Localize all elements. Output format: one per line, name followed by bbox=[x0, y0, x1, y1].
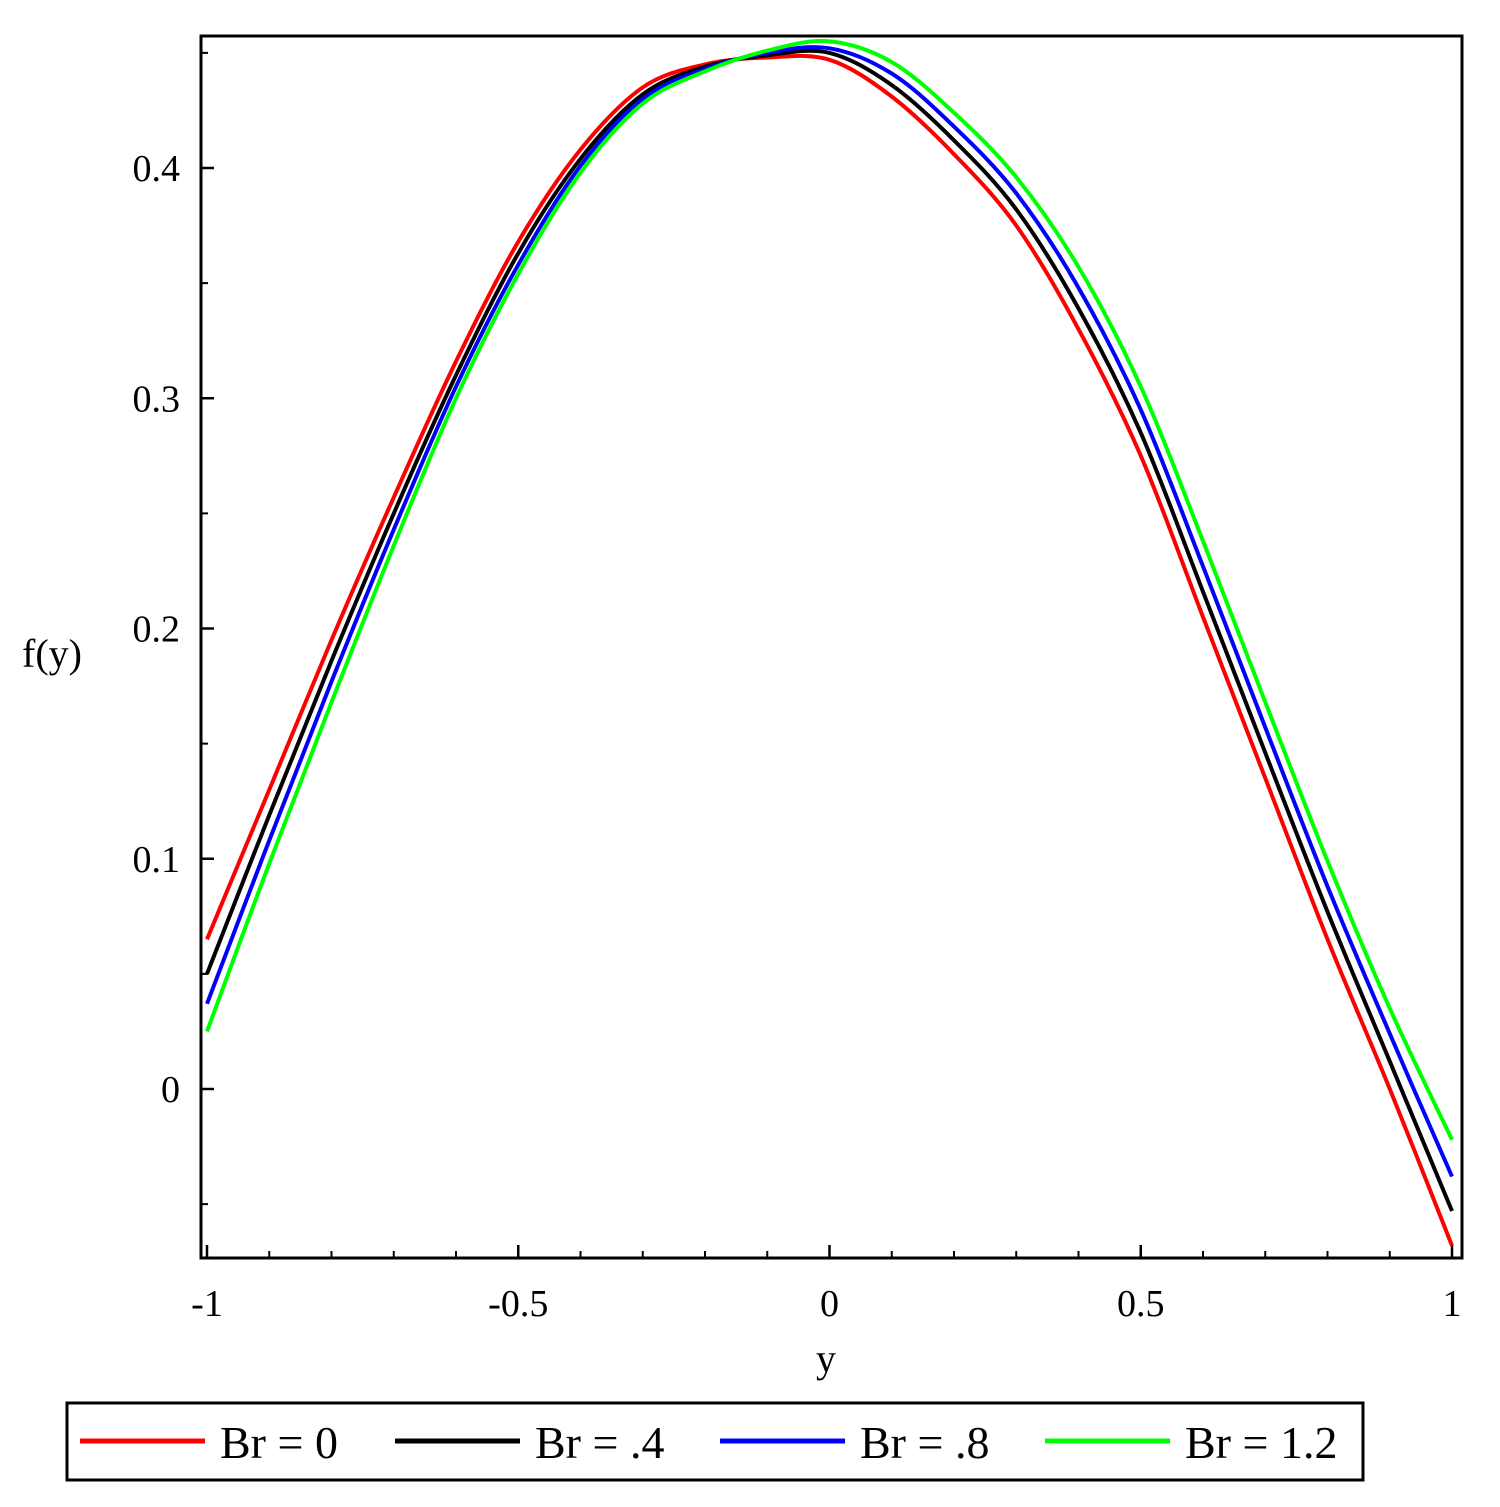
y-tick-label: 0.3 bbox=[133, 378, 181, 420]
legend-label-3: Br = 1.2 bbox=[1185, 1417, 1337, 1468]
x-tick-label: 0.5 bbox=[1117, 1283, 1165, 1325]
y-axis-ticks: 0 0.1 0.2 0.3 0.4 bbox=[133, 148, 214, 1111]
y-tick-label: 0.2 bbox=[133, 609, 181, 651]
x-axis-ticks: -1 -0.5 0 0.5 1 bbox=[191, 1245, 1462, 1325]
x-tick-label: 0 bbox=[820, 1283, 839, 1325]
y-tick-label: 0.4 bbox=[133, 148, 181, 190]
x-tick-label: 1 bbox=[1443, 1283, 1462, 1325]
y-tick-label: 0 bbox=[161, 1069, 180, 1111]
x-tick-label: -1 bbox=[191, 1283, 223, 1325]
legend-label-1: Br = .4 bbox=[535, 1417, 664, 1468]
series-lines bbox=[205, 39, 1454, 1247]
y-axis-label: f(y) bbox=[22, 631, 82, 676]
series-line-0 bbox=[205, 53, 1454, 1247]
legend-label-2: Br = .8 bbox=[860, 1417, 989, 1468]
series-line-1 bbox=[205, 48, 1454, 1212]
x-axis-label: y bbox=[816, 1336, 836, 1381]
x-tick-label: -0.5 bbox=[488, 1283, 548, 1325]
series-line-3 bbox=[205, 39, 1454, 1141]
legend-label-0: Br = 0 bbox=[220, 1417, 338, 1468]
legend: Br = 0 Br = .4 Br = .8 Br = 1.2 bbox=[65, 1401, 1365, 1482]
plot-frame bbox=[199, 34, 1464, 1260]
y-tick-label: 0.1 bbox=[133, 839, 181, 881]
series-line-2 bbox=[205, 45, 1454, 1178]
